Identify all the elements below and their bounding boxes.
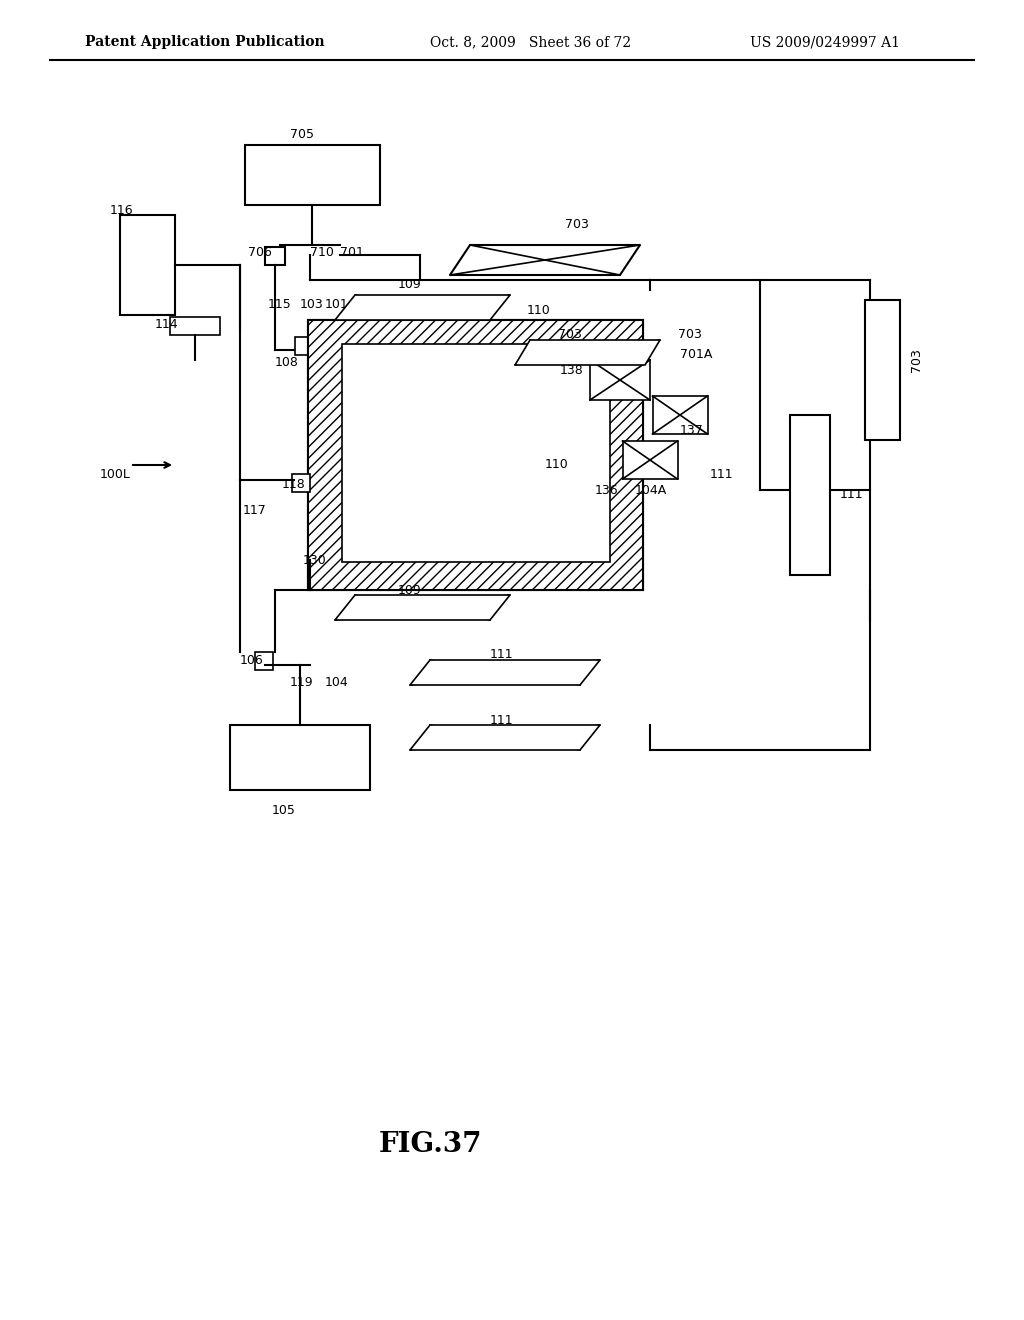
Text: 110: 110: [527, 304, 551, 317]
Text: 130: 130: [303, 553, 327, 566]
Text: 138: 138: [560, 363, 584, 376]
Text: 103: 103: [300, 298, 324, 312]
Text: 109: 109: [398, 583, 422, 597]
Polygon shape: [790, 414, 830, 576]
Text: Oct. 8, 2009   Sheet 36 of 72: Oct. 8, 2009 Sheet 36 of 72: [430, 36, 631, 49]
Polygon shape: [515, 341, 660, 366]
Text: 111: 111: [710, 469, 733, 482]
Text: 119: 119: [290, 676, 313, 689]
Text: 100L: 100L: [100, 469, 131, 482]
Text: 111: 111: [840, 488, 863, 502]
Text: 136: 136: [595, 483, 618, 496]
Bar: [590, 360, 650, 400]
Polygon shape: [335, 294, 510, 319]
Text: 101: 101: [325, 298, 349, 312]
Text: 703: 703: [565, 219, 589, 231]
Text: 111: 111: [490, 648, 514, 661]
Polygon shape: [335, 595, 510, 620]
Text: 117: 117: [243, 503, 266, 516]
Bar: [652, 396, 708, 434]
Text: FIG.37: FIG.37: [378, 1131, 481, 1159]
Bar: [308, 319, 643, 590]
Text: 703: 703: [678, 329, 701, 342]
Text: 137: 137: [680, 424, 703, 437]
Text: 109: 109: [398, 279, 422, 292]
Polygon shape: [410, 725, 600, 750]
Text: US 2009/0249997 A1: US 2009/0249997 A1: [750, 36, 900, 49]
Polygon shape: [410, 660, 600, 685]
Bar: [295, 337, 313, 355]
Polygon shape: [865, 300, 900, 440]
Text: 703: 703: [910, 348, 923, 372]
Text: 701: 701: [340, 246, 364, 259]
Bar: [265, 247, 285, 265]
Bar: [308, 319, 643, 590]
Text: 104A: 104A: [635, 483, 668, 496]
Bar: [255, 652, 273, 671]
Text: 105: 105: [272, 804, 296, 817]
Text: 106: 106: [240, 653, 264, 667]
Text: 110: 110: [545, 458, 568, 471]
Text: 706: 706: [248, 246, 272, 259]
Text: 703: 703: [558, 329, 582, 342]
Bar: [292, 474, 310, 492]
Polygon shape: [450, 246, 640, 275]
Bar: [230, 725, 370, 789]
Text: 104: 104: [325, 676, 349, 689]
Bar: [120, 215, 175, 315]
Bar: [623, 441, 678, 479]
Text: 108: 108: [275, 355, 299, 368]
Bar: [245, 145, 380, 205]
Text: 114: 114: [155, 318, 178, 331]
Bar: [342, 345, 610, 562]
Text: 116: 116: [110, 203, 133, 216]
Text: 118: 118: [282, 479, 306, 491]
Text: 710: 710: [310, 246, 334, 259]
Text: 111: 111: [490, 714, 514, 726]
Text: 701A: 701A: [680, 348, 713, 362]
Text: Patent Application Publication: Patent Application Publication: [85, 36, 325, 49]
Bar: [330, 335, 620, 576]
Text: 115: 115: [268, 298, 292, 312]
Text: 705: 705: [290, 128, 314, 141]
Bar: [170, 317, 220, 335]
